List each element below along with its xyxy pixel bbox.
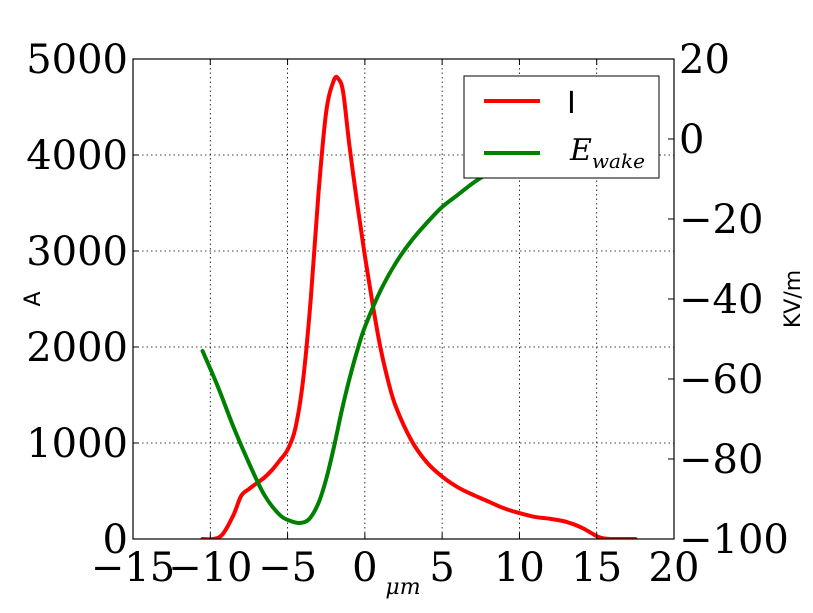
x-tick-label: 10 [494, 545, 545, 591]
x-tick-label: 5 [429, 545, 454, 591]
x-axis-label: μm [385, 575, 420, 600]
legend-label-ewake-base: E [569, 133, 592, 168]
y-right-tick-label: −80 [679, 437, 763, 483]
y-right-tick-label: −40 [679, 277, 763, 323]
legend: I Ewake [463, 75, 660, 179]
series-line-e-wake [200, 171, 491, 526]
legend-label-current: I [567, 86, 576, 121]
y-right-tick-label: −100 [679, 517, 789, 563]
y-left-tick-label: 4000 [26, 133, 128, 179]
series-layer [200, 74, 638, 539]
x-tick-label: −15 [91, 545, 175, 591]
x-tick-label: −10 [168, 545, 252, 591]
y-left-tick-label: 0 [103, 517, 128, 563]
y-axis-left-label: A [21, 291, 46, 306]
y-right-tick-label: −60 [679, 357, 763, 403]
x-tick-label: −5 [258, 545, 317, 591]
y-left-tick-label: 2000 [26, 325, 128, 371]
y-right-tick-label: −20 [679, 197, 763, 243]
ticks: −15−10 −5 0 5 10 15 20 0 1000 2000 3000 4000 5000 −10… [26, 37, 789, 591]
y-left-tick-label: 3000 [26, 229, 128, 275]
legend-label-ewake: Ewake [569, 133, 645, 173]
legend-box [463, 75, 660, 179]
x-tick-label: 20 [649, 545, 700, 591]
y-axis-right-label: KV/m [781, 270, 806, 328]
y-left-tick-label: 5000 [26, 37, 128, 83]
y-left-tick-label: 1000 [26, 421, 128, 467]
legend-label-ewake-sub: wake [592, 149, 645, 173]
y-right-tick-label: 0 [679, 117, 704, 163]
series-line-i [200, 74, 638, 539]
x-tick-label: 15 [571, 545, 622, 591]
y-right-tick-label: 20 [679, 37, 730, 83]
x-tick-label: 0 [352, 545, 377, 591]
